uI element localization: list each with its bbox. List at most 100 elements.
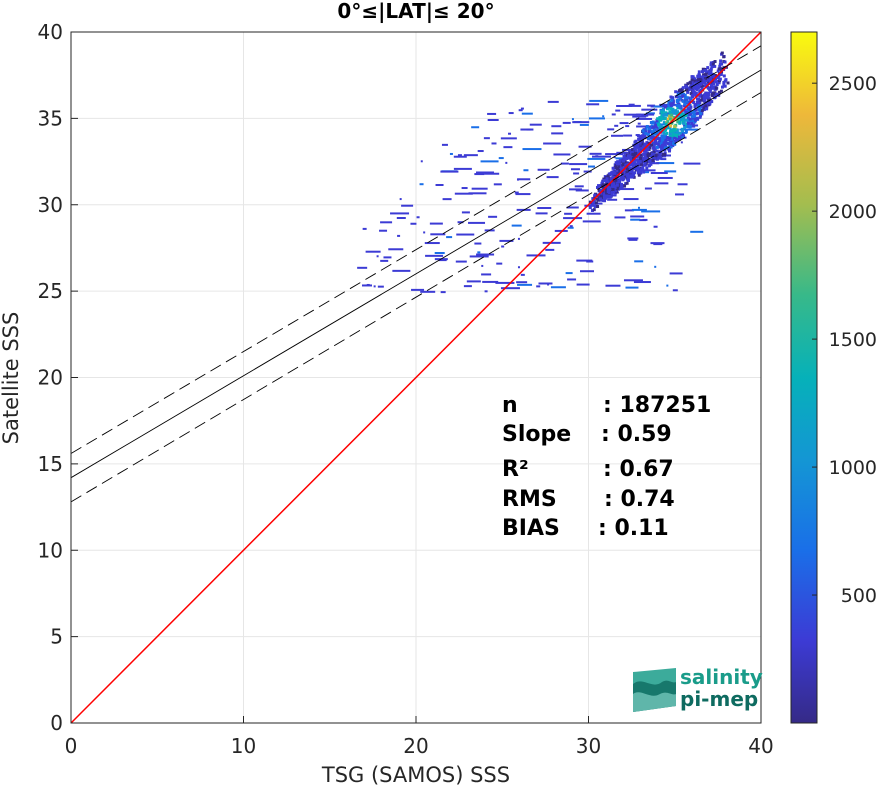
- density-cell: [624, 172, 628, 176]
- y-tick-label: 0: [50, 711, 63, 735]
- density-cell: [670, 140, 674, 144]
- density-cell: [692, 100, 696, 104]
- fit-upper-line: [71, 45, 761, 454]
- density-cell: [592, 208, 596, 212]
- density-cell: [655, 149, 659, 153]
- stats-block: n : 187251 Slope : 0.59 R² : 0.67 RMS : …: [502, 393, 711, 541]
- density-cell: [700, 87, 704, 91]
- density-cell: [623, 160, 627, 164]
- density-cell: [696, 80, 700, 84]
- density-cell: [668, 100, 672, 104]
- density-cell: [709, 63, 713, 67]
- density-cell: [656, 142, 660, 146]
- stat-r2-label: R²: [502, 457, 529, 482]
- density-cell: [576, 259, 593, 262]
- density-cell: [547, 283, 550, 286]
- density-cell: [663, 132, 667, 136]
- density-cell: [644, 149, 648, 153]
- density-cell: [710, 91, 714, 95]
- density-cell: [665, 126, 669, 130]
- density-cell: [588, 165, 596, 168]
- density-cell: [474, 173, 485, 176]
- density-cell: [476, 253, 495, 256]
- y-axis-label: Satellite SSS: [0, 312, 23, 445]
- stat-rms-label: RMS: [502, 487, 557, 512]
- density-cell: [618, 168, 622, 172]
- density-cell: [614, 216, 626, 219]
- density-cell: [634, 145, 638, 149]
- density-cell: [656, 157, 660, 161]
- density-cell: [593, 195, 597, 199]
- density-cell: [652, 149, 656, 153]
- colorbar-tick-label: 500: [841, 585, 877, 607]
- density-cell: [706, 66, 710, 70]
- density-cell: [652, 129, 656, 133]
- density-cell: [461, 211, 470, 214]
- density-cell: [613, 175, 617, 179]
- density-cell: [680, 116, 684, 120]
- density-cell: [615, 187, 619, 191]
- density-cell: [423, 231, 426, 234]
- density-cell: [710, 65, 714, 69]
- density-cell: [620, 172, 624, 176]
- density-cell: [517, 266, 520, 269]
- density-cell: [650, 242, 665, 245]
- density-cell: [660, 134, 664, 138]
- density-cell: [648, 146, 652, 150]
- density-cell: [657, 151, 661, 155]
- density-cell: [718, 79, 722, 83]
- density-cell: [709, 71, 713, 75]
- density-cell: [676, 120, 680, 124]
- density-cell: [637, 151, 641, 155]
- density-cell: [567, 226, 574, 229]
- density-cell: [357, 266, 368, 269]
- density-cell: [686, 107, 690, 111]
- density-cell: [708, 78, 712, 82]
- density-cell: [592, 155, 612, 158]
- density-cell: [629, 157, 633, 161]
- density-cell: [546, 176, 559, 179]
- density-cell: [698, 101, 702, 105]
- density-cell: [663, 143, 667, 147]
- density-cell: [661, 103, 665, 107]
- density-cell: [683, 125, 687, 129]
- density-cell: [669, 145, 673, 149]
- density-cell: [601, 198, 605, 202]
- density-cell: [678, 104, 682, 108]
- density-cell: [587, 157, 606, 160]
- density-cell: [607, 183, 611, 187]
- density-cell: [388, 248, 404, 251]
- density-cell: [629, 151, 633, 155]
- density-cell: [547, 100, 559, 103]
- density-cell: [630, 218, 641, 221]
- density-cell: [605, 284, 621, 287]
- density-cell: [680, 88, 684, 92]
- density-cell: [681, 118, 685, 122]
- density-cell: [670, 96, 674, 100]
- density-cell: [616, 175, 620, 179]
- density-cell: [696, 111, 700, 115]
- density-cell: [660, 139, 675, 142]
- density-cell: [646, 132, 650, 136]
- density-cell: [685, 88, 689, 92]
- density-cell: [435, 183, 444, 186]
- density-cell: [654, 138, 658, 142]
- density-cell: [704, 78, 708, 82]
- density-cell: [709, 76, 713, 80]
- density-cell: [639, 162, 643, 166]
- density-cell: [707, 70, 711, 74]
- density-cell: [626, 172, 630, 176]
- density-cell: [629, 154, 633, 158]
- density-cell: [620, 182, 624, 186]
- density-cell: [704, 104, 708, 108]
- density-cell: [668, 110, 672, 114]
- density-cell: [632, 172, 636, 176]
- density-cell: [471, 187, 488, 190]
- density-cell: [636, 154, 640, 158]
- density-cell: [645, 112, 655, 115]
- density-cell: [516, 281, 528, 284]
- density-cell: [616, 160, 620, 164]
- density-cell: [668, 134, 672, 138]
- density-cell: [616, 185, 620, 189]
- density-cell: [705, 75, 709, 79]
